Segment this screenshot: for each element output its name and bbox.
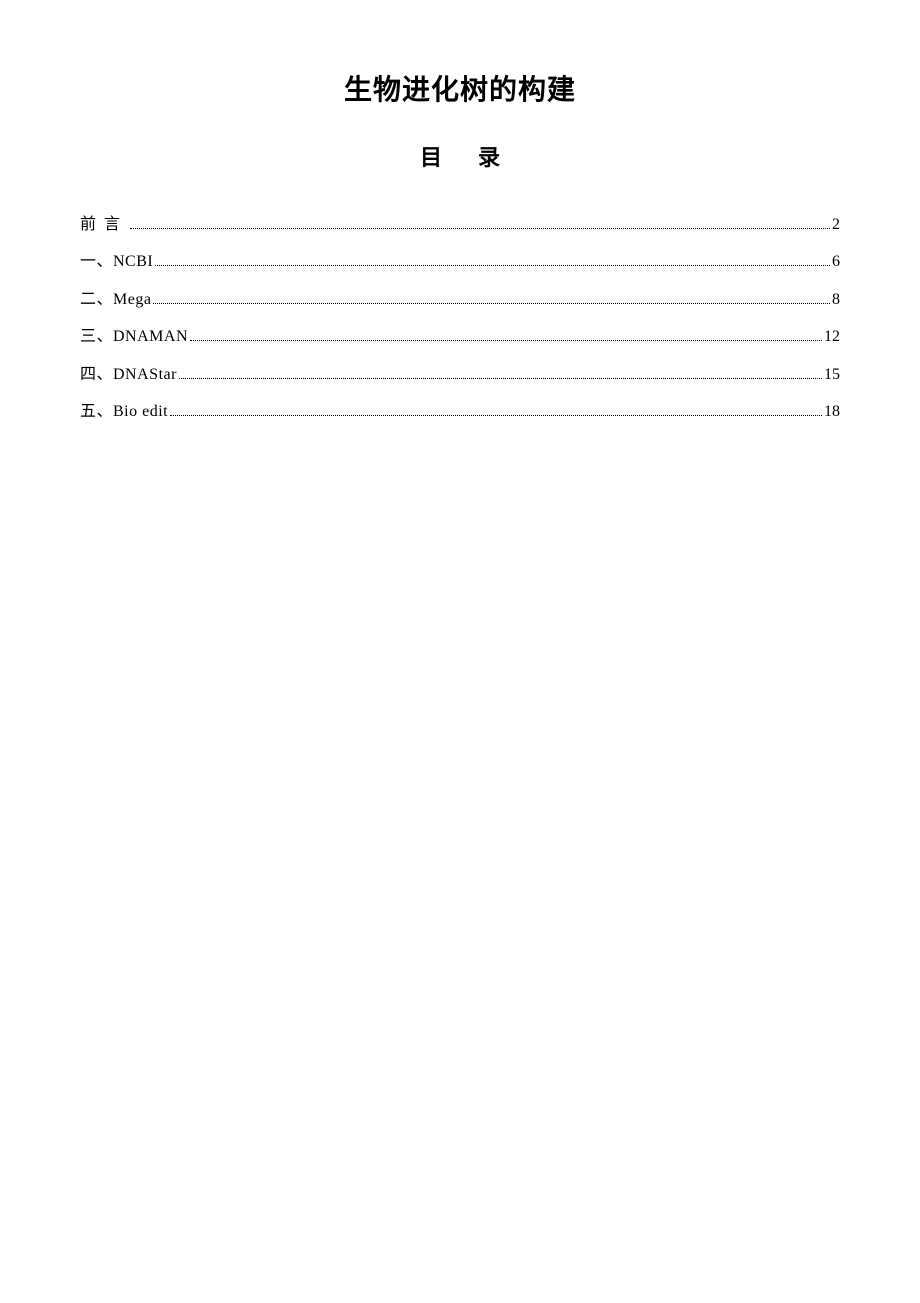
toc-entry-page: 6 (832, 251, 840, 273)
toc-entry-page: 8 (832, 289, 840, 311)
toc-entry: 三、DNAMAN 12 (80, 326, 840, 348)
toc-dots (170, 415, 822, 416)
toc-entry: 前言 2 (80, 214, 840, 236)
table-of-contents: 前言 2 一、NCBI 6 二、Mega 8 三、DNAMAN 12 四、DNA… (80, 214, 840, 423)
toc-entry-label: 三、DNAMAN (80, 326, 188, 348)
toc-entry-label: 前言 (80, 214, 128, 236)
toc-entry-page: 2 (832, 214, 840, 236)
toc-entry-page: 15 (824, 364, 840, 386)
toc-dots (190, 340, 822, 341)
toc-entry-label: 一、NCBI (80, 251, 153, 273)
toc-entry: 二、Mega 8 (80, 289, 840, 311)
document-title: 生物进化树的构建 (80, 68, 840, 108)
toc-dots (179, 378, 822, 379)
toc-entry: 五、Bio edit 18 (80, 401, 840, 423)
toc-entry-label: 五、Bio edit (80, 401, 168, 423)
toc-heading: 目录 (80, 140, 840, 172)
document-page: 生物进化树的构建 目录 前言 2 一、NCBI 6 二、Mega 8 三、DNA… (0, 0, 920, 423)
toc-dots (130, 228, 830, 229)
toc-entry-page: 12 (824, 326, 840, 348)
toc-entry: 一、NCBI 6 (80, 251, 840, 273)
toc-entry-label: 四、DNAStar (80, 364, 177, 386)
toc-dots (153, 303, 830, 304)
toc-entry-label: 二、Mega (80, 289, 151, 311)
toc-entry-page: 18 (824, 401, 840, 423)
toc-dots (155, 265, 830, 266)
toc-entry: 四、DNAStar 15 (80, 364, 840, 386)
